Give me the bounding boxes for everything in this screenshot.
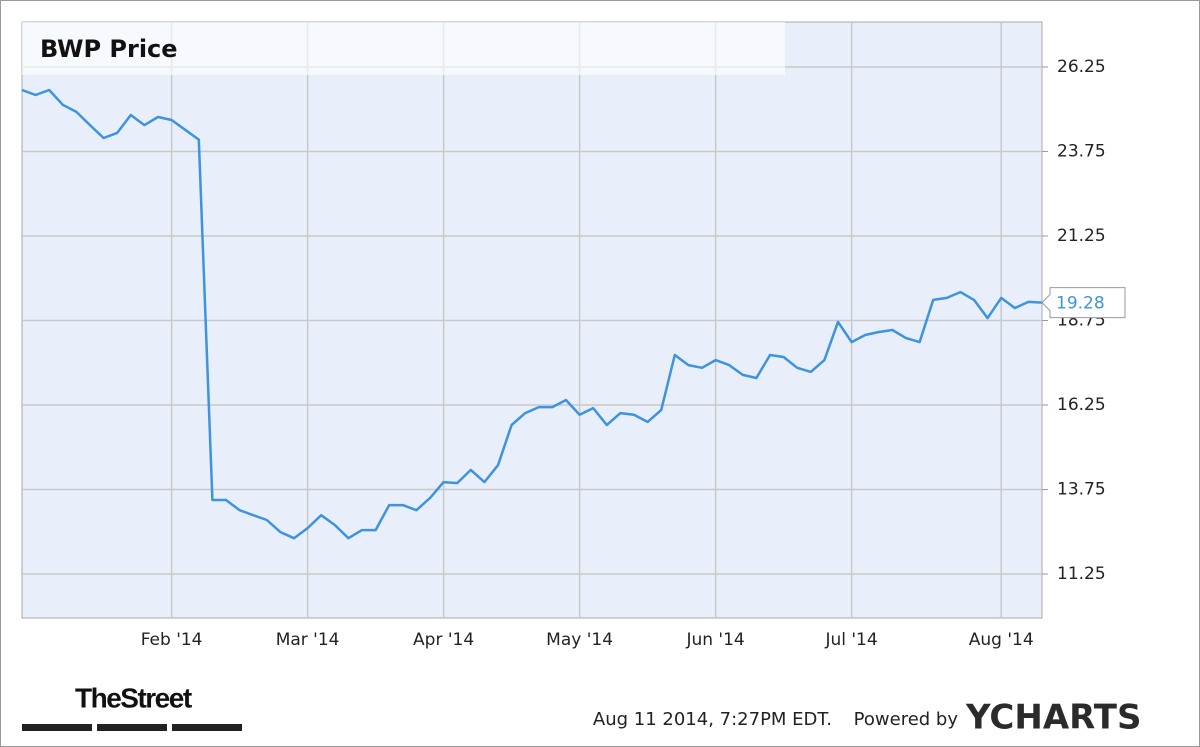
last-value-label: 19.28 — [1056, 294, 1105, 314]
y-tick-label: 13.75 — [1057, 480, 1106, 500]
logo-bar — [97, 724, 167, 731]
brand-logo: YCHARTS — [965, 698, 1141, 738]
x-tick-label: Mar '14 — [276, 630, 340, 650]
y-tick-label: 26.25 — [1057, 57, 1106, 77]
price-line — [21, 88, 1043, 540]
powered-by: Powered by — [854, 709, 959, 730]
timestamp: Aug 11 2014, 7:27PM EDT. — [593, 709, 832, 730]
logo-bar — [22, 724, 92, 731]
logo-bar — [172, 724, 242, 731]
x-tick-label: Jun '14 — [685, 630, 744, 650]
y-tick-label: 11.25 — [1057, 564, 1106, 584]
x-tick-label: Feb '14 — [141, 630, 203, 650]
y-tick-label: 16.25 — [1057, 395, 1106, 415]
x-tick-label: May '14 — [546, 630, 613, 650]
last-value-callout — [1041, 287, 1126, 319]
y-tick-label: 23.75 — [1057, 141, 1106, 161]
x-tick-label: Apr '14 — [413, 630, 474, 650]
title-box — [22, 22, 785, 75]
y-tick-label: 21.25 — [1057, 226, 1106, 246]
x-tick-label: Aug '14 — [969, 630, 1034, 650]
chart-title: BWP Price — [40, 35, 178, 63]
x-tick-label: Jul '14 — [824, 630, 877, 650]
source-logo: TheStreet — [75, 682, 192, 713]
